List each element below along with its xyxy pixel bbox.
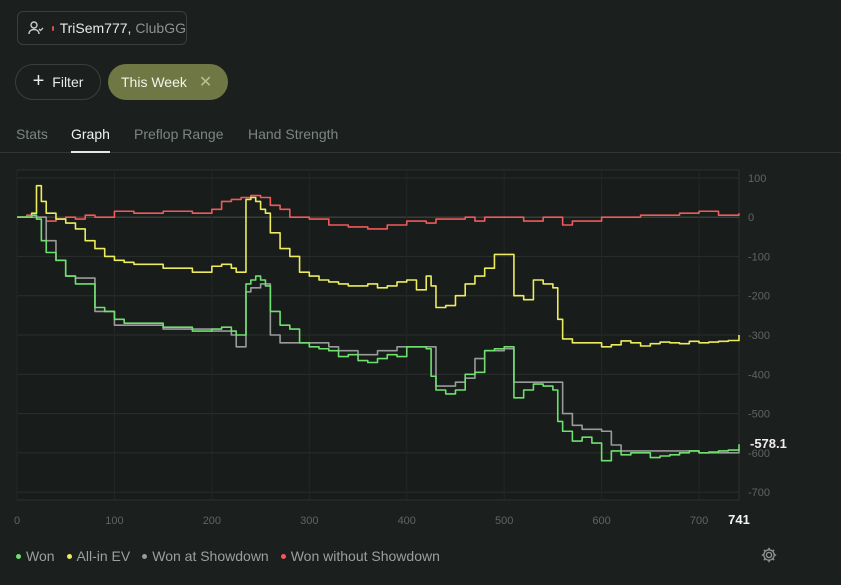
legend-dot xyxy=(16,553,21,559)
end-value-label: -578.1 xyxy=(750,436,787,451)
series-line-1 xyxy=(17,214,740,462)
x-tick-label: 0 xyxy=(14,515,20,527)
y-tick-label: 0 xyxy=(748,212,754,224)
plus-icon: + xyxy=(32,70,45,92)
y-tick-label: 100 xyxy=(748,173,766,185)
active-filter-label: This Week xyxy=(121,74,187,90)
tab-stats[interactable]: Stats xyxy=(16,126,48,142)
status-dot xyxy=(52,25,54,31)
y-tick-label: -400 xyxy=(748,369,770,381)
site-name: ClubGG xyxy=(135,20,186,36)
y-tick-label: -600 xyxy=(748,448,770,460)
legend: Won All-in EV Won at Showdown Won withou… xyxy=(16,548,440,564)
gear-icon[interactable] xyxy=(760,546,778,564)
legend-dot xyxy=(66,553,72,559)
results-chart: 100 0 -100 -200 -300 -400 -500 -600 -700 0 100 200 3… xyxy=(14,169,787,527)
close-icon[interactable]: ✕ xyxy=(198,74,213,91)
legend-item-won[interactable]: Won xyxy=(16,548,55,564)
x-tick-label: 400 xyxy=(398,515,416,527)
filter-label: Filter xyxy=(52,74,84,90)
series-line-4 xyxy=(17,194,740,230)
active-filter-chip[interactable]: This Week ✕ xyxy=(108,64,228,100)
legend-label: Won without Showdown xyxy=(290,548,440,564)
x-tick-label: 500 xyxy=(495,515,513,527)
filter-button[interactable]: + Filter xyxy=(15,64,101,100)
y-tick-label: -700 xyxy=(748,487,770,499)
player-selector[interactable]: TriSem777, ClubGG xyxy=(17,11,187,45)
x-end-label: 741 xyxy=(728,512,750,527)
x-tick-label: 700 xyxy=(690,515,708,527)
legend-item-allin-ev[interactable]: All-in EV xyxy=(66,548,131,564)
y-tick-label: -200 xyxy=(748,291,770,303)
graph-panel: 100 0 -100 -200 -300 -400 -500 -600 -700 0 100 200 3… xyxy=(0,160,841,530)
series-line-3 xyxy=(17,216,740,454)
tab-hand-strength[interactable]: Hand Strength xyxy=(248,126,339,142)
player-name: TriSem777, xyxy=(59,20,132,36)
legend-label: Won xyxy=(26,548,55,564)
x-tick-label: 200 xyxy=(203,515,221,527)
tab-bar: Stats Graph Preflop Range Hand Strength xyxy=(0,120,841,153)
user-icon xyxy=(28,20,44,36)
y-tick-label: -100 xyxy=(748,251,770,263)
legend-label: All-in EV xyxy=(76,548,131,564)
legend-dot xyxy=(142,553,148,559)
tab-preflop-range[interactable]: Preflop Range xyxy=(134,126,224,142)
series-line-2 xyxy=(17,184,740,348)
y-tick-label: -300 xyxy=(748,330,770,342)
y-tick-label: -500 xyxy=(748,409,770,421)
x-tick-label: 300 xyxy=(300,515,318,527)
legend-item-non-showdown[interactable]: Won without Showdown xyxy=(280,548,440,564)
legend-dot xyxy=(280,553,286,559)
x-tick-label: 100 xyxy=(105,515,123,527)
x-tick-label: 600 xyxy=(592,515,610,527)
legend-label: Won at Showdown xyxy=(152,548,269,564)
legend-item-showdown[interactable]: Won at Showdown xyxy=(142,548,269,564)
tab-graph[interactable]: Graph xyxy=(71,126,110,153)
